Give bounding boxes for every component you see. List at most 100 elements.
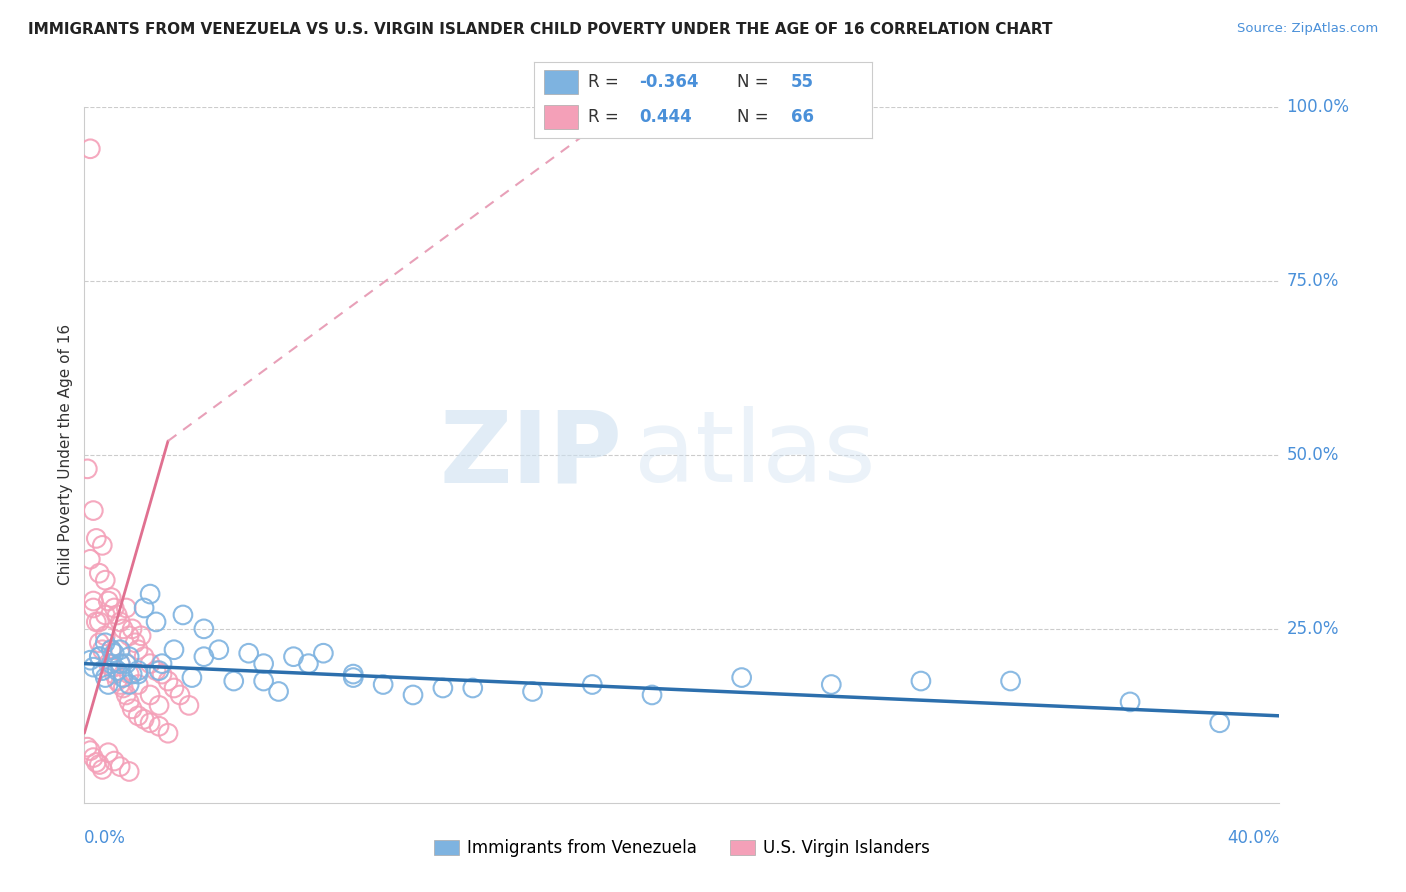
Point (432, 681, 454, 695)
Text: ZIP: ZIP (439, 407, 621, 503)
Point (89, 566, 111, 581)
Point (193, 622, 215, 636)
Point (89, 757, 111, 772)
Point (129, 629, 152, 643)
Text: 66: 66 (790, 108, 814, 126)
Text: R =: R = (588, 73, 624, 91)
Point (132, 649, 156, 664)
Point (110, 677, 132, 691)
Point (103, 601, 125, 615)
Point (82, 601, 104, 615)
Point (148, 664, 170, 678)
Point (100, 660, 122, 674)
Point (312, 646, 335, 660)
Point (139, 715, 162, 730)
Point (105, 664, 128, 678)
Point (110, 657, 132, 671)
Point (253, 657, 276, 671)
Bar (544, 105, 578, 129)
Point (1000, 674, 1022, 689)
Text: R =: R = (588, 108, 624, 126)
Point (97, 746, 120, 760)
Point (94, 573, 117, 587)
Point (297, 657, 319, 671)
Point (91, 664, 114, 678)
Point (118, 649, 141, 664)
Point (172, 607, 194, 622)
Point (103, 667, 125, 681)
Point (112, 671, 135, 685)
Point (86, 756, 108, 770)
Point (124, 636, 146, 650)
Point (581, 677, 603, 691)
Point (94, 629, 117, 643)
Point (238, 646, 260, 660)
Point (94, 671, 117, 685)
Point (105, 607, 128, 622)
Point (79, 142, 101, 156)
Text: 55: 55 (790, 73, 814, 91)
Point (105, 674, 128, 689)
Point (121, 702, 143, 716)
Point (139, 657, 162, 671)
Point (94, 636, 117, 650)
Point (402, 688, 425, 702)
Point (127, 642, 149, 657)
Text: N =: N = (737, 108, 773, 126)
Point (342, 667, 364, 681)
Point (145, 615, 167, 629)
Text: 50.0%: 50.0% (1286, 446, 1339, 464)
Text: -0.364: -0.364 (638, 73, 699, 91)
Point (127, 708, 149, 723)
Point (208, 642, 231, 657)
Point (79, 653, 101, 667)
Point (100, 642, 122, 657)
Text: Source: ZipAtlas.com: Source: ZipAtlas.com (1237, 22, 1378, 36)
Point (97, 594, 120, 608)
Point (115, 601, 138, 615)
Point (461, 681, 484, 695)
Point (82, 594, 104, 608)
Point (1208, 715, 1232, 730)
Point (118, 695, 141, 709)
Point (115, 657, 138, 671)
Bar (544, 70, 578, 95)
Point (127, 664, 149, 678)
Point (89, 615, 111, 629)
Point (110, 615, 132, 629)
Point (82, 503, 104, 517)
Point (150, 657, 173, 671)
Point (163, 642, 186, 657)
Point (139, 587, 162, 601)
Point (820, 677, 842, 691)
Point (253, 674, 276, 689)
Point (82, 750, 104, 764)
Point (121, 622, 143, 636)
Point (91, 763, 114, 777)
Point (148, 719, 170, 733)
Text: 75.0%: 75.0% (1286, 272, 1339, 290)
Point (100, 657, 122, 671)
Point (89, 649, 111, 664)
Point (157, 726, 180, 740)
Point (132, 712, 156, 726)
Text: atlas: atlas (634, 407, 876, 503)
Point (522, 684, 544, 698)
Point (193, 649, 215, 664)
Point (180, 671, 202, 685)
Point (89, 636, 111, 650)
Point (177, 698, 200, 713)
Point (110, 759, 132, 773)
Point (91, 538, 114, 552)
Point (76, 740, 98, 755)
Text: 0.444: 0.444 (638, 108, 692, 126)
Point (100, 591, 122, 605)
Point (145, 664, 167, 678)
Point (110, 657, 132, 671)
Y-axis label: Child Poverty Under the Age of 16: Child Poverty Under the Age of 16 (58, 325, 73, 585)
Point (118, 764, 141, 779)
Point (121, 667, 143, 681)
Text: IMMIGRANTS FROM VENEZUELA VS U.S. VIRGIN ISLANDER CHILD POVERTY UNDER THE AGE OF: IMMIGRANTS FROM VENEZUELA VS U.S. VIRGIN… (28, 22, 1053, 37)
Point (222, 674, 245, 689)
Point (97, 657, 120, 671)
